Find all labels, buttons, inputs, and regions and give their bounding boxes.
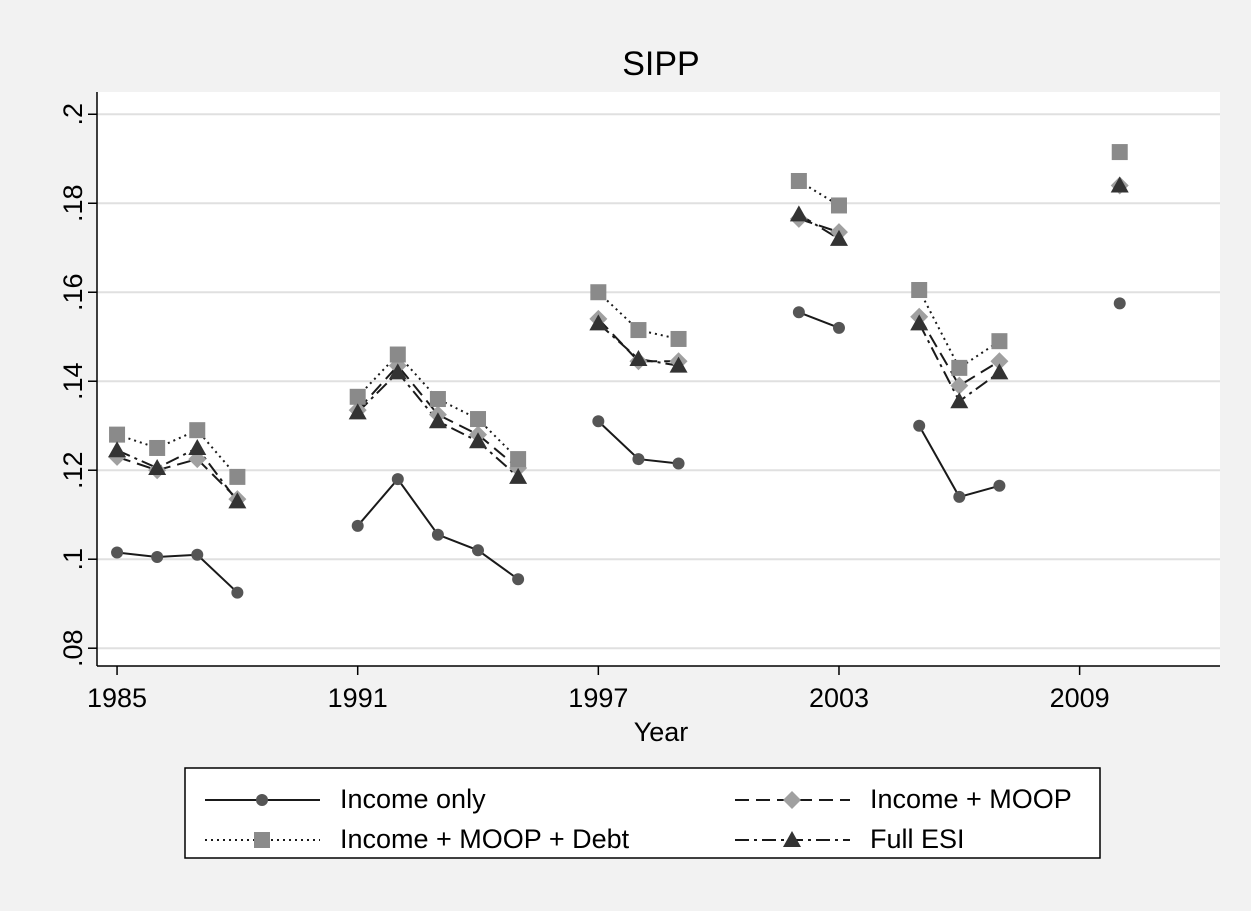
data-point	[672, 457, 685, 470]
data-point	[630, 322, 647, 339]
legend-label: Full ESI	[870, 824, 965, 854]
data-point	[592, 415, 605, 428]
y-tick-label: .14	[58, 362, 88, 400]
data-point	[349, 388, 366, 405]
legend	[184, 767, 1101, 859]
plot-area	[97, 92, 1220, 666]
data-point	[990, 352, 1009, 371]
y-tick-label: .18	[58, 184, 88, 222]
data-point	[109, 426, 126, 443]
data-point	[229, 468, 246, 485]
data-point	[348, 403, 367, 420]
data-point	[590, 284, 607, 301]
data-point	[589, 314, 608, 331]
y-tick-label: .16	[58, 273, 88, 311]
x-axis-label: Year	[634, 717, 689, 747]
legend-marker	[256, 794, 268, 806]
data-point	[228, 492, 247, 509]
data-point	[108, 441, 127, 458]
data-point	[950, 392, 969, 409]
y-tick-label: .12	[58, 451, 88, 489]
data-point	[351, 519, 364, 532]
data-point	[1113, 297, 1126, 310]
data-point	[910, 314, 929, 331]
legend-label: Income + MOOP + Debt	[340, 824, 630, 854]
data-point	[151, 550, 164, 563]
legend-marker	[783, 791, 801, 809]
x-tick-label: 2009	[1050, 683, 1110, 713]
data-point	[953, 490, 966, 503]
legend-marker	[783, 831, 801, 847]
data-point	[790, 172, 807, 189]
data-point	[911, 282, 928, 299]
data-point	[993, 479, 1006, 492]
data-point	[111, 546, 124, 559]
data-point	[951, 359, 968, 376]
x-tick-label: 2003	[809, 683, 869, 713]
data-point	[789, 205, 808, 222]
data-point	[632, 453, 645, 466]
data-point	[191, 548, 204, 561]
data-point	[231, 586, 244, 599]
data-point	[388, 363, 407, 380]
data-point	[389, 346, 406, 363]
data-point	[431, 528, 444, 541]
chart-title: SIPP	[622, 45, 699, 83]
legend-label: Income only	[340, 784, 486, 814]
data-point	[469, 432, 488, 449]
y-tick-label: .2	[58, 103, 88, 126]
data-point	[832, 321, 845, 334]
data-point	[188, 438, 207, 455]
data-point	[950, 376, 969, 395]
data-point	[1111, 144, 1128, 161]
data-point	[470, 411, 487, 428]
x-tick-label: 1991	[328, 683, 388, 713]
data-point	[149, 439, 166, 456]
data-point	[509, 467, 528, 484]
data-point	[1110, 176, 1129, 193]
x-tick-label: 1997	[568, 683, 628, 713]
data-point	[512, 573, 525, 586]
data-point	[829, 229, 848, 246]
data-point	[472, 544, 485, 557]
data-point	[990, 363, 1009, 380]
data-point	[670, 330, 687, 347]
data-point	[428, 412, 447, 429]
legend-label: Income + MOOP	[870, 784, 1072, 814]
data-point	[148, 458, 167, 475]
data-point	[830, 197, 847, 214]
legend-marker	[254, 832, 270, 848]
data-point	[629, 349, 648, 366]
data-point	[792, 306, 805, 319]
data-point	[913, 419, 926, 432]
data-point	[669, 356, 688, 373]
y-tick-label: .08	[58, 629, 88, 667]
data-point	[391, 473, 404, 486]
x-tick-label: 1985	[87, 683, 147, 713]
data-point	[429, 391, 446, 408]
y-tick-label: .1	[58, 548, 88, 571]
data-point	[510, 451, 527, 468]
data-point	[991, 333, 1008, 350]
data-point	[189, 422, 206, 439]
